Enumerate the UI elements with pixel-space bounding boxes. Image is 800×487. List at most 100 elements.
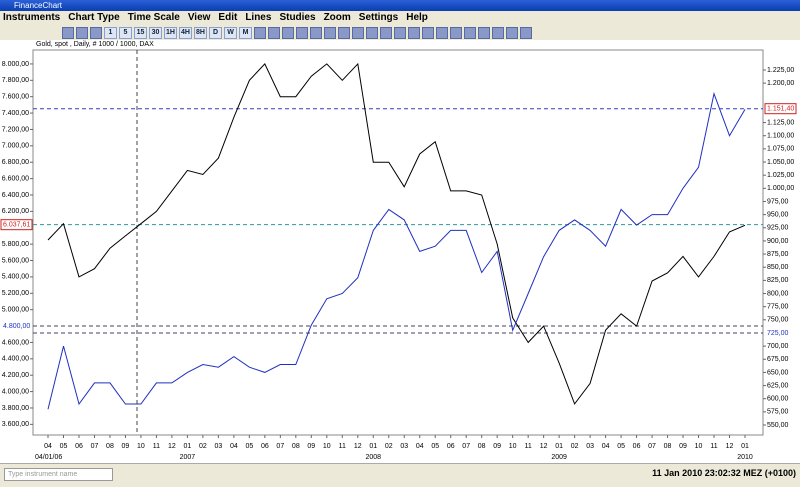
tool-icon[interactable] xyxy=(254,26,266,39)
timeframe-button[interactable]: 30 xyxy=(149,26,162,39)
y-tick-label: 8.000,00 xyxy=(2,61,29,68)
y2-tick-label: 1.000,00 xyxy=(767,185,794,192)
tool-icon[interactable] xyxy=(492,26,504,39)
y-tick-label: 6.800,00 xyxy=(2,159,29,166)
menu-bar: Instruments Chart Type Time Scale View Edit L… xyxy=(0,11,800,25)
y-tick-label: 7.200,00 xyxy=(2,126,29,133)
tool-icon[interactable] xyxy=(62,26,74,39)
menu-item[interactable]: Zoom xyxy=(323,12,351,23)
menu-item[interactable]: Help xyxy=(406,12,428,23)
x-tick-label: 06 xyxy=(75,443,83,450)
tool-icon[interactable] xyxy=(352,26,364,39)
y2-tick-label: 875,00 xyxy=(767,251,789,258)
marker-box xyxy=(764,103,797,115)
x-tick-label: 08 xyxy=(478,443,486,450)
y-tick-label: 4.200,00 xyxy=(2,372,29,379)
chart: Gold, spot , Daily, # 1000 / 1000, DAX 3… xyxy=(0,40,800,463)
timeframe-button[interactable]: 4H xyxy=(179,26,192,39)
tool-icon[interactable] xyxy=(394,26,406,39)
tool-icon[interactable] xyxy=(520,26,532,39)
menu-item[interactable]: Settings xyxy=(358,12,399,23)
series-line xyxy=(47,91,746,410)
marker-box xyxy=(0,219,33,231)
menu-item[interactable]: Studies xyxy=(279,12,316,23)
x-tick-label: 07 xyxy=(462,443,470,450)
y2-tick-label: 1.225,00 xyxy=(767,67,794,74)
tool-icon[interactable] xyxy=(338,26,350,39)
x-tick-label: 10 xyxy=(509,443,517,450)
timeframe-button[interactable]: 1H xyxy=(164,26,177,39)
x-tick-label: 05 xyxy=(60,443,68,450)
tool-icon[interactable] xyxy=(408,26,420,39)
clock: 11 Jan 2010 23:02:32 MEZ (+0100) xyxy=(652,468,796,478)
tool-icon[interactable] xyxy=(478,26,490,39)
x-tick-label: 12 xyxy=(168,443,176,450)
x-tick-label: 03 xyxy=(586,443,594,450)
tool-icon[interactable] xyxy=(506,26,518,39)
timeframe-button[interactable]: M xyxy=(239,26,252,39)
timeframe-button[interactable]: 5 xyxy=(119,26,132,39)
instrument-input[interactable]: Type instrument name xyxy=(4,468,113,481)
tool-icon[interactable] xyxy=(380,26,392,39)
x-tick-label: 07 xyxy=(648,443,656,450)
y2-tick-label: 1.075,00 xyxy=(767,146,794,153)
x-tick-label: 08 xyxy=(106,443,114,450)
x-tick-label: 06 xyxy=(633,443,641,450)
y2-tick-label: 625,00 xyxy=(767,382,789,389)
y-tick-label: 4.000,00 xyxy=(2,388,29,395)
y2-tick-label: 575,00 xyxy=(767,409,789,416)
tool-icon[interactable] xyxy=(450,26,462,39)
y2-tick-label: 1.025,00 xyxy=(767,172,794,179)
marker-label: 725,00 xyxy=(767,330,789,337)
tool-icon[interactable] xyxy=(366,26,378,39)
timeframe-button[interactable]: 8H xyxy=(194,26,207,39)
tool-icon[interactable] xyxy=(268,26,280,39)
x-tick-label: 04 xyxy=(44,443,52,450)
tool-icon[interactable] xyxy=(436,26,448,39)
year-label: 2009 xyxy=(551,454,567,461)
year-label: 04/01/06 xyxy=(35,454,62,461)
x-tick-label: 05 xyxy=(617,443,625,450)
timeframe-button[interactable]: 1 xyxy=(104,26,117,39)
menu-item[interactable]: Instruments xyxy=(3,12,61,23)
tool-icon[interactable] xyxy=(324,26,336,39)
tool-icon[interactable] xyxy=(422,26,434,39)
timeframe-button[interactable]: D xyxy=(209,26,222,39)
y-tick-label: 7.400,00 xyxy=(2,110,29,117)
x-tick-label: 02 xyxy=(199,443,207,450)
x-tick-label: 09 xyxy=(122,443,130,450)
tool-icon[interactable] xyxy=(296,26,308,39)
marker-label: 1.151,40 xyxy=(767,106,794,113)
x-tick-label: 10 xyxy=(695,443,703,450)
y2-tick-label: 1.125,00 xyxy=(767,119,794,126)
tool-icon[interactable] xyxy=(282,26,294,39)
tool-icon[interactable] xyxy=(76,26,88,39)
menu-item[interactable]: Edit xyxy=(218,12,238,23)
y2-tick-label: 950,00 xyxy=(767,211,789,218)
status-bar: Type instrument name 11 Jan 2010 23:02:3… xyxy=(0,463,800,487)
y2-tick-label: 1.200,00 xyxy=(767,80,794,87)
y2-tick-label: 1.100,00 xyxy=(767,133,794,140)
year-label: 2008 xyxy=(365,454,381,461)
x-tick-label: 11 xyxy=(525,443,532,450)
x-tick-label: 01 xyxy=(184,443,192,450)
y2-tick-label: 825,00 xyxy=(767,277,789,284)
x-tick-label: 06 xyxy=(261,443,269,450)
menu-item[interactable]: Lines xyxy=(245,12,272,23)
y-tick-label: 5.000,00 xyxy=(2,307,29,314)
y2-tick-label: 750,00 xyxy=(767,317,789,324)
tool-icon[interactable] xyxy=(310,26,322,39)
x-tick-label: 09 xyxy=(493,443,501,450)
menu-item[interactable]: View xyxy=(187,12,211,23)
tool-icon[interactable] xyxy=(90,26,102,39)
x-tick-label: 01 xyxy=(555,443,563,450)
menu-item[interactable]: Time Scale xyxy=(127,12,180,23)
x-tick-label: 09 xyxy=(679,443,687,450)
timeframe-button[interactable]: 15 xyxy=(134,26,147,39)
y-tick-label: 5.400,00 xyxy=(2,274,29,281)
menu-item[interactable]: Chart Type xyxy=(68,12,120,23)
timeframe-button[interactable]: W xyxy=(224,26,237,39)
tool-icon[interactable] xyxy=(464,26,476,39)
y2-tick-label: 850,00 xyxy=(767,264,789,271)
